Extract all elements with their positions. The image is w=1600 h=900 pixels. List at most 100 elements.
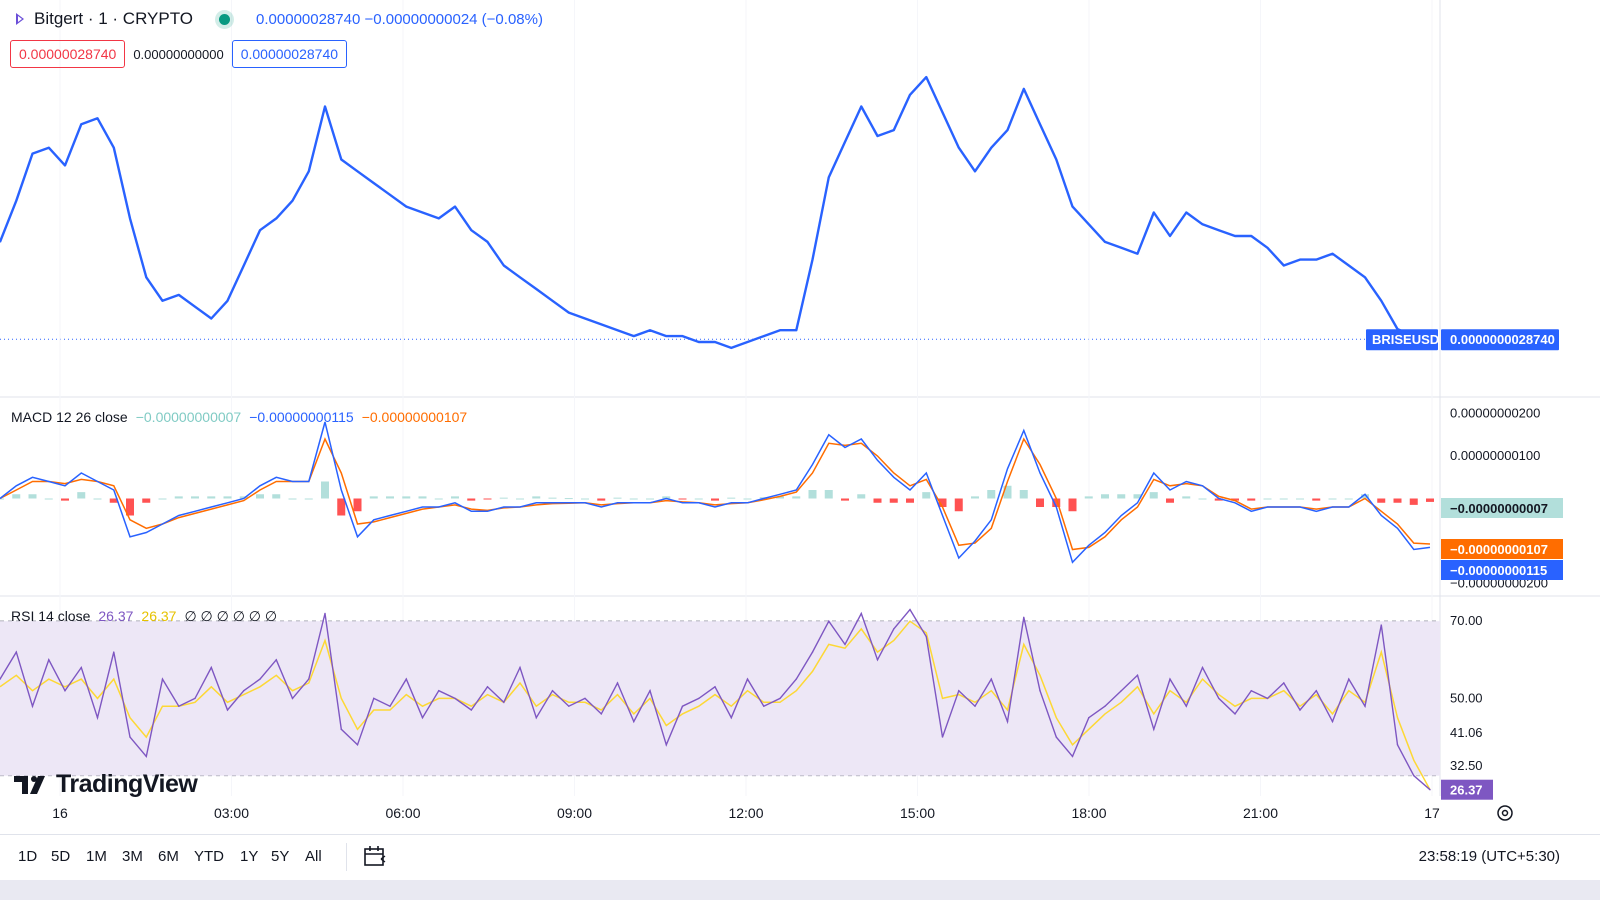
price-point	[519, 276, 521, 279]
macd-hist-bar	[1231, 498, 1239, 501]
price-point	[1315, 258, 1318, 261]
rsi-legend[interactable]: RSI 14 close 26.37 26.37 ∅ ∅ ∅ ∅ ∅ ∅	[11, 608, 285, 625]
macd-hist-bar	[304, 498, 313, 500]
price-point	[584, 317, 586, 320]
rsi-point	[1429, 789, 1431, 791]
macd-value-tag-bg	[1441, 560, 1563, 580]
macd-hist-bar	[1036, 498, 1044, 507]
range-all[interactable]: All	[305, 848, 322, 865]
price-point	[1299, 258, 1301, 261]
rsi-point	[324, 612, 326, 615]
rsi-point	[113, 651, 115, 653]
macd-hist-bar	[1003, 485, 1012, 499]
rsi-point	[665, 744, 667, 746]
time-tick-label: 03:00	[214, 805, 249, 821]
rsi-point	[551, 690, 554, 692]
macd-hist-bar	[727, 497, 736, 499]
macd-hist-bar	[337, 498, 346, 516]
rsi-point	[210, 666, 212, 669]
calendar-icon[interactable]	[362, 844, 388, 868]
macd-hist-bar	[841, 498, 849, 501]
rsi-point	[161, 678, 164, 680]
settings-gear-icon	[1497, 805, 1513, 821]
macd-hist-bar	[1263, 498, 1272, 500]
rsi-point	[486, 686, 489, 688]
rsi-point	[1006, 720, 1009, 723]
macd-hist-bar	[938, 498, 947, 507]
macd-hist-bar	[28, 494, 37, 499]
rsi-point	[1055, 736, 1057, 738]
macd-hist-bar	[532, 496, 541, 499]
rsi-title: RSI 14 close	[11, 608, 91, 624]
range-5y[interactable]: 5Y	[271, 848, 290, 865]
price-point	[177, 294, 180, 296]
buy-button[interactable]: 0.00000028740	[231, 40, 348, 68]
clock[interactable]: 23:58:19 (UTC+5:30)	[1418, 848, 1560, 865]
bottom-stripe	[0, 880, 1600, 900]
price-point	[1104, 241, 1106, 243]
macd-hist-bar	[824, 490, 833, 499]
rsi-point	[519, 666, 521, 669]
rsi-point	[470, 709, 472, 711]
rsi-point	[1023, 616, 1025, 619]
price-point	[811, 258, 814, 261]
macd-hist-bar	[77, 492, 86, 499]
range-ytd[interactable]: YTD	[194, 848, 224, 865]
range-5d[interactable]: 5D	[51, 848, 71, 865]
rsi-point	[1153, 728, 1155, 731]
time-tick-label: 09:00	[557, 805, 592, 821]
price-point	[242, 264, 245, 267]
price-point	[259, 229, 261, 231]
sell-button[interactable]: 0.00000028740	[10, 40, 126, 68]
price-point	[1266, 247, 1269, 249]
bitgert-logo-icon	[16, 13, 24, 25]
price-point	[389, 194, 391, 196]
range-1d[interactable]: 1D	[18, 848, 38, 865]
range-1m[interactable]: 1M	[86, 848, 107, 865]
rsi-point	[1283, 682, 1285, 684]
price-point	[486, 241, 489, 243]
macd-tick-label: 0.00000000200	[1450, 406, 1540, 421]
price-point	[1152, 211, 1155, 214]
rsi-point	[194, 697, 196, 700]
macd-hist-bar	[12, 494, 21, 499]
price-point	[681, 335, 684, 337]
price-point	[275, 217, 278, 220]
rsi-point	[80, 666, 82, 669]
price-point	[844, 141, 846, 143]
macd-hist-bar	[678, 498, 687, 500]
macd-hist-bar	[1409, 498, 1418, 505]
rsi-point	[64, 690, 66, 692]
macd-hist-bar	[711, 498, 719, 501]
range-6m[interactable]: 6M	[158, 848, 179, 865]
symbol-title[interactable]: Bitgert · 1 · CRYPTO	[34, 9, 194, 28]
rsi-point	[1088, 717, 1090, 719]
price-point	[697, 341, 700, 343]
settings-gear-icon[interactable]	[1497, 805, 1513, 821]
rsi-point	[308, 678, 310, 680]
price-point	[1169, 235, 1171, 237]
macd-hist-bar	[93, 498, 102, 500]
range-1y[interactable]: 1Y	[240, 848, 259, 865]
trade-buttons: 0.00000028740 0.00000000000 0.0000002874…	[10, 40, 348, 68]
rsi-point	[15, 651, 17, 653]
macd-hist-bar	[402, 496, 411, 499]
price-point	[909, 93, 911, 96]
price-point	[957, 146, 960, 149]
price-point	[340, 158, 343, 161]
macd-hist-value: −0.00000000007	[135, 409, 242, 425]
rsi-point	[568, 705, 570, 707]
rsi-point	[730, 717, 732, 719]
macd-line	[0, 421, 1431, 564]
rsi-point	[990, 678, 992, 680]
macd-hist-bar	[353, 498, 362, 512]
price-point	[974, 170, 976, 173]
macd-hist-bar	[808, 490, 817, 499]
macd-hist-bar	[288, 498, 297, 500]
macd-legend[interactable]: MACD 12 26 close −0.00000000007 −0.0000000…	[11, 409, 475, 425]
range-3m[interactable]: 3M	[122, 848, 143, 865]
macd-hist-bar	[662, 496, 671, 499]
market-status-icon[interactable]	[219, 13, 231, 25]
price-point	[80, 123, 83, 125]
